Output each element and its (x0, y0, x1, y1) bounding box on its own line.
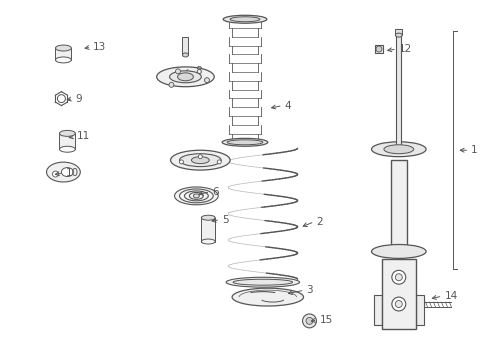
Bar (395, 29, 401, 145)
Text: 6: 6 (212, 187, 219, 197)
Text: 15: 15 (319, 315, 332, 325)
Ellipse shape (233, 279, 292, 285)
Ellipse shape (222, 138, 267, 146)
Ellipse shape (170, 150, 230, 170)
Text: 10: 10 (65, 168, 79, 178)
Circle shape (391, 270, 405, 284)
Text: 13: 13 (93, 42, 106, 52)
Text: 4: 4 (284, 100, 291, 111)
Text: 8: 8 (195, 66, 202, 76)
Ellipse shape (179, 154, 221, 167)
Bar (381, 260, 415, 329)
Bar (182, 37, 188, 55)
Ellipse shape (201, 239, 215, 244)
Ellipse shape (61, 168, 73, 176)
Ellipse shape (383, 145, 413, 154)
Ellipse shape (223, 15, 266, 23)
Text: 5: 5 (222, 215, 228, 225)
Text: 2: 2 (316, 217, 323, 227)
Ellipse shape (191, 157, 209, 164)
Text: 7: 7 (210, 156, 217, 166)
Bar (394, 29, 402, 35)
Bar (390, 160, 406, 247)
Ellipse shape (55, 45, 71, 51)
Circle shape (302, 314, 316, 328)
Ellipse shape (201, 215, 215, 220)
Circle shape (175, 69, 180, 74)
Circle shape (198, 155, 202, 159)
Ellipse shape (371, 142, 425, 157)
Bar (374, 45, 382, 53)
Circle shape (204, 78, 209, 83)
Ellipse shape (177, 73, 193, 81)
Ellipse shape (230, 17, 259, 22)
Circle shape (391, 297, 405, 311)
Bar (55, 48, 71, 60)
Ellipse shape (182, 53, 188, 57)
Bar (60, 133, 75, 149)
Ellipse shape (193, 194, 199, 198)
Circle shape (179, 160, 183, 164)
Bar (413, 298, 423, 305)
Ellipse shape (226, 140, 263, 145)
Ellipse shape (46, 162, 80, 182)
Ellipse shape (60, 130, 75, 136)
Text: 1: 1 (470, 145, 477, 155)
Ellipse shape (60, 146, 75, 152)
Ellipse shape (394, 33, 402, 37)
Circle shape (394, 301, 402, 307)
Text: 3: 3 (306, 285, 312, 295)
Text: 12: 12 (398, 44, 411, 54)
Circle shape (52, 171, 59, 177)
Bar (201, 218, 215, 242)
Circle shape (375, 46, 381, 52)
Circle shape (394, 274, 402, 281)
Ellipse shape (169, 71, 201, 83)
Bar (373, 295, 381, 325)
Text: 14: 14 (444, 291, 457, 301)
Circle shape (217, 160, 221, 164)
Text: 11: 11 (77, 131, 90, 141)
Circle shape (168, 82, 174, 87)
Ellipse shape (156, 67, 214, 87)
Ellipse shape (232, 288, 303, 306)
Ellipse shape (371, 244, 425, 258)
Circle shape (305, 318, 312, 324)
Ellipse shape (174, 187, 218, 205)
Text: 9: 9 (75, 94, 82, 104)
Bar (415, 295, 423, 325)
Ellipse shape (55, 57, 71, 63)
Ellipse shape (225, 277, 299, 287)
